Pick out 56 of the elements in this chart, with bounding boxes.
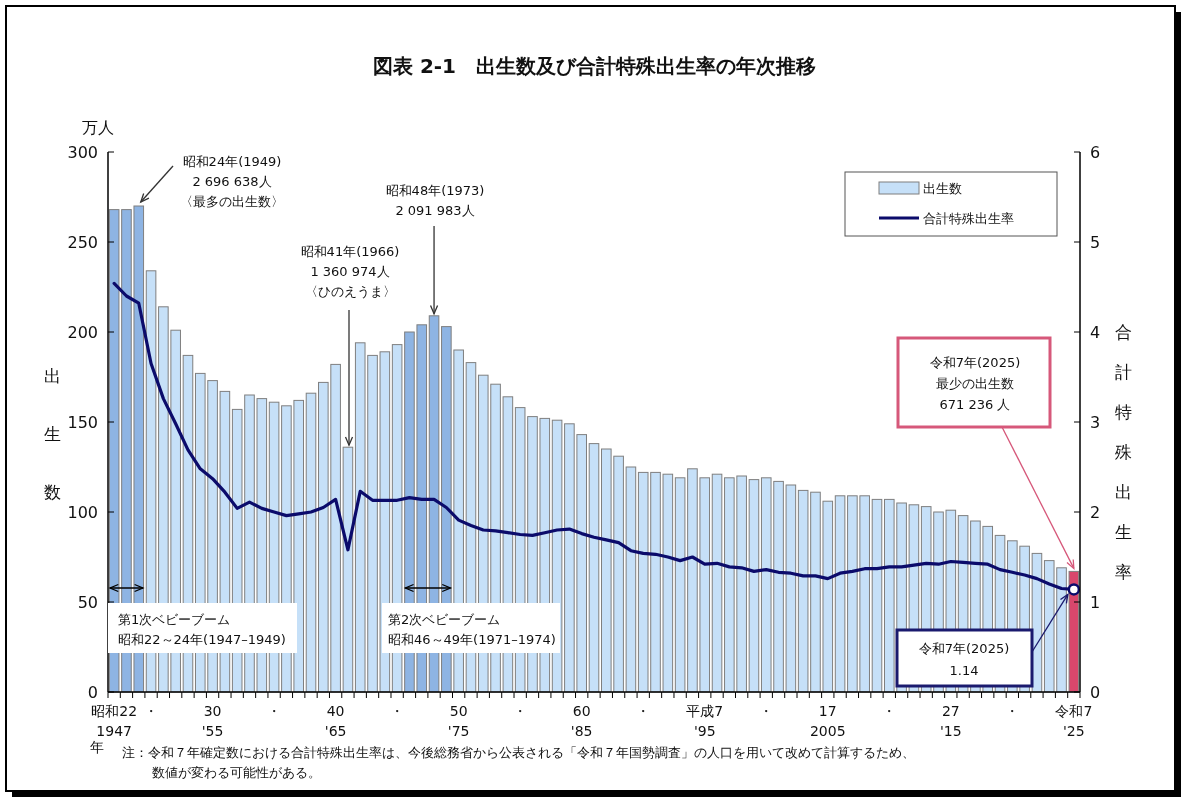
y-tick-label: 150 <box>67 413 98 432</box>
x-tick-label: 27 '15 <box>939 703 962 739</box>
x-tick-label: 17 2005 <box>809 703 846 739</box>
y-tick-label: 300 <box>67 143 98 162</box>
annotation: 昭和46～49年(1971–1974) <box>388 632 556 647</box>
y2-tick-label: 3 <box>1090 413 1101 432</box>
x-tick-label: 昭和22 1947 <box>91 703 138 739</box>
bar <box>588 443 600 693</box>
y2-tick-label: 1 <box>1090 593 1101 612</box>
x-tick-label: ・ <box>759 703 774 719</box>
x-tick-label: ・ <box>390 703 405 719</box>
chart-title: 図表 2-1 出生数及び合計特殊出生率の年次推移 <box>372 54 817 78</box>
x-tick-label: 30 '55 <box>201 703 224 739</box>
y2-tick-label: 2 <box>1090 503 1101 522</box>
text: 万人 <box>82 118 114 137</box>
annotation: 令和7年(2025) 最少の出生数 671 236 人 <box>929 355 1021 412</box>
bar <box>748 479 760 693</box>
y2-tick-label: 6 <box>1090 143 1101 162</box>
text: 年 <box>90 739 104 755</box>
annotation: 昭和48年(1973) 2 091 983人 <box>385 183 485 218</box>
x-tick-label: 40 '65 <box>324 703 347 739</box>
x-tick-label: ・ <box>267 703 282 719</box>
annotation: 第2次ベビーブーム <box>388 612 501 627</box>
text: 出生数 <box>43 366 61 502</box>
text: 数値が変わる可能性がある。 <box>152 765 321 780</box>
annotation: 〈最多の出生数〉 <box>180 194 284 209</box>
y-tick-label: 0 <box>87 683 98 702</box>
annotation: 昭和41年(1966) 1 360 974人 <box>300 244 400 279</box>
y2-tick-label: 4 <box>1090 323 1101 342</box>
annotation: 昭和22～24年(1947–1949) <box>118 632 286 647</box>
annotation: 令和7年(2025) 1.14 <box>918 641 1010 678</box>
x-tick-label: ・ <box>144 703 159 719</box>
legend-label: 出生数 <box>923 181 962 196</box>
x-tick-label: 60 '85 <box>570 703 593 739</box>
legend-label: 合計特殊出生率 <box>923 211 1014 226</box>
x-tick-label: 令和7 '25 <box>1055 703 1093 739</box>
y2-tick-label: 0 <box>1090 683 1101 702</box>
bar <box>711 473 723 693</box>
annotation: 昭和24年(1949) 2 696 638人 <box>182 154 282 189</box>
x-tick-label: ・ <box>513 703 528 719</box>
bar <box>871 498 883 693</box>
x-tick-label: ・ <box>1005 703 1020 719</box>
y-tick-label: 100 <box>67 503 98 522</box>
y2-axis-title: 合計特殊出生率 <box>1114 322 1132 582</box>
x-tick-label: 50 '75 <box>447 703 470 739</box>
annotation: 〈ひのえうま〉 <box>304 284 396 299</box>
x-tick-label: ・ <box>882 703 897 719</box>
x-tick-label: ・ <box>636 703 651 719</box>
text: 注：令和７年確定数における合計特殊出生率は、今後総務省から公表される「令和７年国勢調査」の人口を用いて改めて計算するため、 <box>122 745 915 760</box>
y-tick-label: 250 <box>67 233 98 252</box>
y-tick-label: 50 <box>77 593 98 612</box>
bar <box>305 392 317 693</box>
x-tick-label: 平成7 '95 <box>686 703 724 739</box>
y2-tick-label: 5 <box>1090 233 1101 252</box>
annotation: 第1次ベビーブーム <box>118 612 231 627</box>
y-tick-label: 200 <box>67 323 98 342</box>
